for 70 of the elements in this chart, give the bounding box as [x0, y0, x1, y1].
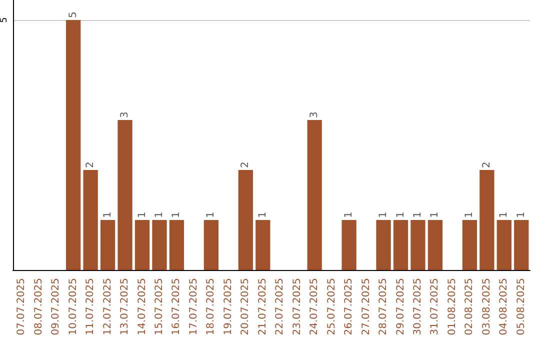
x-tick-label: 10.07.2025: [68, 278, 79, 336]
x-tick-label: 01.08.2025: [446, 278, 458, 336]
data-label: 1: [257, 212, 268, 218]
bar: [118, 120, 132, 270]
x-tick-label: 07.07.2025: [16, 278, 28, 336]
x-tick-label: 08.07.2025: [33, 278, 44, 336]
x-tick-label: 27.07.2025: [360, 278, 372, 336]
x-tick-label: 21.07.2025: [257, 278, 268, 336]
data-label: 1: [498, 212, 510, 218]
x-tick-label: 12.07.2025: [102, 278, 114, 336]
x-tick-label: 04.08.2025: [498, 278, 510, 336]
bar: [480, 170, 494, 270]
x-tick-label: 28.07.2025: [378, 278, 390, 336]
x-tick-label: 26.07.2025: [344, 278, 355, 336]
x-tick-label: 16.07.2025: [171, 278, 182, 336]
bar: [307, 120, 322, 270]
data-label: 1: [344, 212, 355, 218]
bar: [496, 220, 512, 270]
bar: [238, 170, 253, 270]
bar: [428, 220, 443, 270]
data-label: 1: [136, 212, 148, 218]
x-tick-label: 22.07.2025: [274, 278, 286, 336]
data-label: 3: [309, 112, 320, 118]
bar: [376, 220, 391, 270]
data-label: 2: [240, 162, 252, 168]
x-tick-label: 20.07.2025: [240, 278, 252, 336]
data-label: 1: [430, 212, 441, 218]
data-label: 2: [85, 162, 96, 168]
data-label: 1: [102, 212, 114, 218]
bar: [342, 220, 356, 270]
x-tick-label: 13.07.2025: [120, 278, 131, 336]
bar: [514, 220, 529, 270]
data-label: 1: [395, 212, 406, 218]
bar: [100, 220, 116, 270]
bar: [66, 20, 81, 270]
x-tick-label: 19.07.2025: [222, 278, 234, 336]
data-label: 1: [154, 212, 165, 218]
data-label: 1: [412, 212, 424, 218]
data-label: 1: [464, 212, 476, 218]
bar: [134, 220, 150, 270]
x-tick-label: 17.07.2025: [188, 278, 200, 336]
x-tick-label: 14.07.2025: [136, 278, 148, 336]
bar: [169, 220, 184, 270]
x-tick-label: 29.07.2025: [395, 278, 406, 336]
data-label: 1: [206, 212, 217, 218]
x-tick-label: 09.07.2025: [50, 278, 62, 336]
x-tick-label: 31.07.2025: [430, 278, 441, 336]
data-label: 1: [378, 212, 390, 218]
x-tick-label: 23.07.2025: [292, 278, 303, 336]
x-tick-label: 11.07.2025: [85, 278, 96, 336]
x-tick-label: 24.07.2025: [309, 278, 320, 336]
x-tick-label: 05.08.2025: [516, 278, 527, 336]
bar: [152, 220, 167, 270]
data-label: 5: [68, 12, 79, 18]
bar: [393, 220, 408, 270]
bar: [83, 170, 98, 270]
x-tick-label: 03.08.2025: [481, 278, 492, 336]
data-label: 1: [171, 212, 182, 218]
x-tick-label: 30.07.2025: [412, 278, 424, 336]
bar: [410, 220, 426, 270]
x-tick-label: 25.07.2025: [326, 278, 338, 336]
data-label: 3: [120, 112, 131, 118]
data-label: 2: [481, 162, 492, 168]
bar: [462, 220, 478, 270]
bar: [204, 220, 219, 270]
x-tick-label: 02.08.2025: [464, 278, 476, 336]
x-tick-label: 18.07.2025: [206, 278, 217, 336]
data-label: 1: [516, 212, 527, 218]
bar: [256, 220, 270, 270]
x-tick-label: 15.07.2025: [154, 278, 165, 336]
